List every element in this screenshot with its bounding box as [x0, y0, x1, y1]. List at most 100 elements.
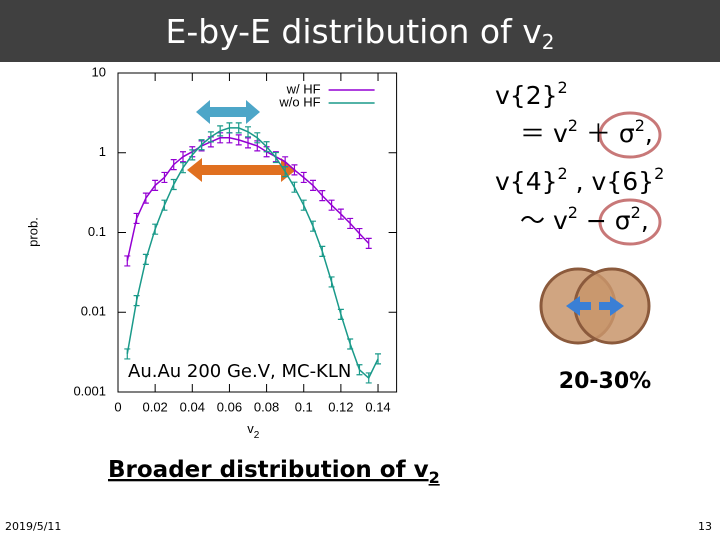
- equation-superscript: 2: [635, 116, 645, 135]
- data-point: [337, 208, 344, 220]
- y-axis-label: prob.: [25, 217, 40, 247]
- equation-superscript: 2: [558, 164, 568, 183]
- sigma-highlight: [598, 198, 662, 246]
- annotation: Au.Au 200 Ge.V, MC-KLN: [128, 361, 351, 382]
- data-point: [235, 122, 242, 134]
- data-point: [142, 192, 149, 204]
- data-point: [189, 149, 196, 161]
- data-point: [337, 308, 344, 320]
- equation-superscript: 2: [558, 78, 568, 97]
- data-point: [375, 353, 382, 365]
- data-point: [207, 131, 214, 143]
- equation-superscript: 2: [654, 164, 664, 183]
- legend-label: w/o HF: [278, 94, 320, 109]
- data-point: [291, 181, 298, 193]
- data-point: [245, 126, 252, 138]
- equation-text: v{2}: [495, 81, 558, 110]
- x-tick-label: 0: [114, 399, 121, 414]
- equation-text: − σ: [578, 206, 631, 235]
- equation-text: ,: [641, 206, 649, 235]
- data-point: [235, 134, 242, 146]
- y-tick-label: 0.01: [81, 304, 106, 319]
- centrality: 20-30%: [559, 369, 651, 394]
- conclusion-subscript: 2: [429, 468, 440, 487]
- data-point: [282, 166, 289, 178]
- series-line: [126, 127, 379, 380]
- equation-superscript: 2: [631, 203, 641, 222]
- data-point: [170, 178, 177, 191]
- data-point: [291, 164, 298, 176]
- equation-text: ＋ σ: [578, 119, 635, 148]
- slide-title: E-by-E distribution of v2: [165, 12, 554, 54]
- page-number: 13: [698, 520, 712, 533]
- equation-text: ,: [645, 119, 653, 148]
- data-point: [347, 338, 354, 350]
- data-point: [133, 212, 140, 225]
- x-tick-label: 0.06: [217, 399, 242, 414]
- width-arrow-blue: [196, 100, 260, 124]
- data-point: [365, 372, 372, 384]
- y-tick-label: 1: [99, 144, 106, 159]
- x-tick-label: 0.14: [365, 399, 390, 414]
- x-tick-label: 0.08: [254, 399, 279, 414]
- x-tick-label: 0.02: [142, 399, 167, 414]
- equation: ＝ v2 ＋ σ2,: [520, 116, 653, 149]
- data-point: [347, 217, 354, 230]
- plot-frame: [117, 72, 398, 393]
- data-point: [133, 294, 140, 307]
- x-axis-label-text: v: [247, 421, 254, 436]
- x-tick-label: 0.1: [295, 399, 313, 414]
- date: 2019/5/11: [5, 520, 61, 533]
- data-point: [124, 255, 131, 267]
- legend-label: w/ HF: [286, 81, 321, 96]
- equation-superscript: 2: [568, 203, 578, 222]
- width-arrow-orange: [187, 158, 296, 182]
- data-point: [124, 348, 131, 360]
- data-point: [161, 199, 168, 211]
- data-point: [198, 139, 205, 151]
- conclusion-text: Broader distribution of v: [108, 457, 429, 483]
- data-point: [170, 159, 177, 171]
- equation: v{4}2 , v{6}2: [495, 164, 664, 197]
- equation-superscript: 2: [568, 116, 578, 135]
- data-point: [365, 237, 372, 249]
- equation-text: , v{6}: [568, 167, 654, 196]
- equation-text: ＝ v: [520, 119, 568, 148]
- data-point: [300, 171, 307, 184]
- data-point: [319, 190, 326, 202]
- data-point: [180, 151, 187, 163]
- data-point: [272, 151, 279, 164]
- data-point: [300, 199, 307, 211]
- data-point: [310, 220, 317, 232]
- data-point: [152, 223, 159, 235]
- data-point: [356, 227, 363, 240]
- equation: ～ v2 − σ2,: [520, 203, 649, 236]
- equation: v{2}2: [495, 78, 568, 111]
- data-point: [254, 132, 261, 144]
- data-point: [310, 179, 317, 191]
- data-point: [142, 253, 149, 265]
- equation-text: v{4}: [495, 167, 558, 196]
- conclusion: Broader distribution of v2: [108, 457, 440, 487]
- data-point: [226, 122, 233, 134]
- data-point: [217, 125, 224, 137]
- sigma-highlight: [598, 111, 662, 159]
- data-point: [263, 141, 270, 153]
- y-tick-label: 10: [92, 64, 106, 79]
- y-tick-label: 0.001: [73, 383, 106, 398]
- data-point: [161, 171, 168, 184]
- data-point: [319, 245, 326, 257]
- data-point: [328, 276, 335, 288]
- data-point: [152, 179, 159, 191]
- title-subscript: 2: [542, 30, 555, 54]
- series-line: [126, 137, 370, 262]
- data-point: [328, 199, 335, 211]
- overlap-diagram: [539, 267, 651, 345]
- title-bar: [0, 0, 720, 62]
- x-axis-label-subscript: 2: [254, 430, 260, 441]
- data-point: [245, 137, 252, 149]
- equation-text: ～ v: [520, 206, 568, 235]
- title-text: E-by-E distribution of v: [165, 12, 541, 51]
- x-axis-label: v2: [247, 421, 259, 440]
